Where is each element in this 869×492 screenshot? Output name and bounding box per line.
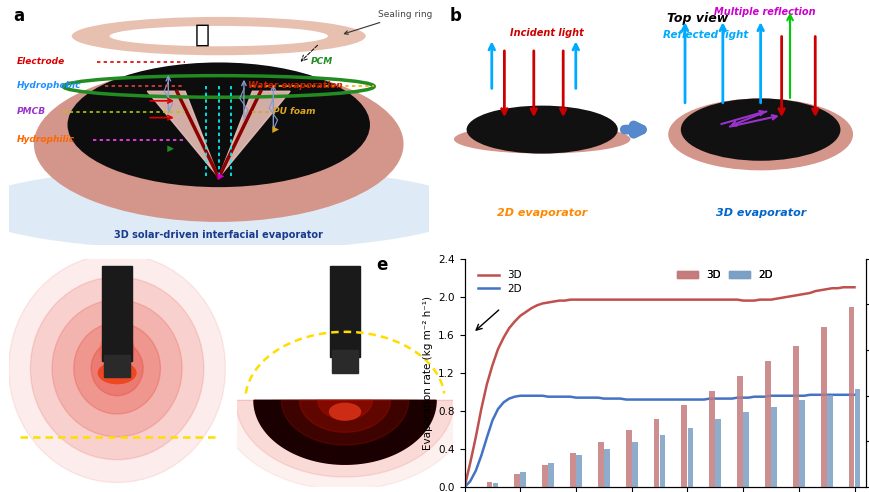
Polygon shape [317, 400, 372, 420]
Circle shape [52, 300, 182, 437]
Bar [736, 376, 742, 487]
Bar [631, 442, 637, 487]
Bar [798, 400, 804, 487]
Bar [492, 483, 498, 487]
Text: Hydrophilic: Hydrophilic [17, 135, 75, 144]
Polygon shape [254, 400, 435, 464]
Polygon shape [147, 91, 218, 178]
Text: Sealing ring: Sealing ring [344, 10, 432, 34]
Bar [547, 463, 554, 487]
Text: c: c [17, 270, 27, 288]
Circle shape [91, 341, 143, 396]
Text: 🌞: 🌞 [194, 23, 209, 47]
Bar [826, 395, 832, 487]
Circle shape [30, 277, 203, 460]
Legend: 3D, 2D: 3D, 2D [673, 266, 777, 284]
Text: Hydrophobic: Hydrophobic [17, 81, 82, 90]
Bar [792, 345, 798, 487]
Bar [764, 361, 770, 487]
Polygon shape [299, 400, 390, 432]
Bar [541, 465, 547, 487]
Text: b: b [449, 7, 461, 25]
Text: Reflected light: Reflected light [662, 31, 748, 40]
Bar [486, 482, 492, 487]
Y-axis label: Evaporation rate (kg m⁻² h⁻¹): Evaporation rate (kg m⁻² h⁻¹) [422, 296, 432, 450]
Bar [659, 435, 665, 487]
Polygon shape [272, 400, 417, 452]
Bar [603, 449, 609, 487]
Text: Incident light: Incident light [509, 28, 582, 38]
Bar [102, 266, 132, 362]
Polygon shape [217, 400, 472, 490]
Ellipse shape [328, 402, 361, 421]
Text: PMCB: PMCB [17, 107, 46, 116]
Polygon shape [235, 400, 454, 477]
Bar [853, 389, 859, 487]
Bar [569, 453, 575, 487]
Bar [332, 350, 358, 373]
Bar [687, 428, 693, 487]
Circle shape [100, 332, 135, 369]
Bar [520, 472, 526, 487]
Text: 3D evaporator: 3D evaporator [714, 208, 805, 218]
Ellipse shape [680, 98, 839, 161]
Ellipse shape [454, 125, 630, 154]
Bar [597, 442, 603, 487]
Bar [575, 455, 581, 487]
Bar [625, 430, 631, 487]
Text: Top view: Top view [667, 12, 727, 25]
Polygon shape [281, 400, 408, 445]
Text: 3D solar-driven interfacial evaporator: 3D solar-driven interfacial evaporator [114, 230, 322, 240]
Circle shape [106, 338, 128, 362]
Text: PCM: PCM [311, 57, 333, 65]
Bar [847, 307, 853, 487]
Text: PU foam: PU foam [273, 107, 315, 116]
Text: d: d [245, 270, 257, 288]
Bar [329, 266, 360, 357]
Text: Water evaporation: Water evaporation [248, 81, 342, 90]
Text: a: a [13, 7, 24, 25]
Ellipse shape [466, 106, 617, 154]
Bar [514, 474, 520, 487]
Ellipse shape [34, 66, 403, 222]
Ellipse shape [68, 62, 369, 187]
Ellipse shape [0, 167, 470, 251]
Circle shape [9, 254, 225, 483]
Bar [742, 412, 748, 487]
Polygon shape [218, 91, 290, 178]
Text: e: e [376, 256, 388, 275]
Ellipse shape [667, 98, 852, 170]
Bar [680, 405, 687, 487]
Ellipse shape [109, 26, 328, 46]
Ellipse shape [71, 17, 365, 55]
Polygon shape [254, 400, 435, 464]
Text: 2D evaporator: 2D evaporator [496, 208, 587, 218]
Bar [104, 355, 130, 377]
Bar [653, 419, 659, 487]
Text: Electrode: Electrode [17, 57, 65, 65]
Circle shape [74, 323, 160, 414]
Bar [770, 407, 776, 487]
Bar [708, 391, 714, 487]
Text: Multiple reflection: Multiple reflection [713, 6, 814, 17]
Ellipse shape [97, 362, 136, 384]
Bar [714, 420, 720, 487]
Bar [819, 327, 826, 487]
